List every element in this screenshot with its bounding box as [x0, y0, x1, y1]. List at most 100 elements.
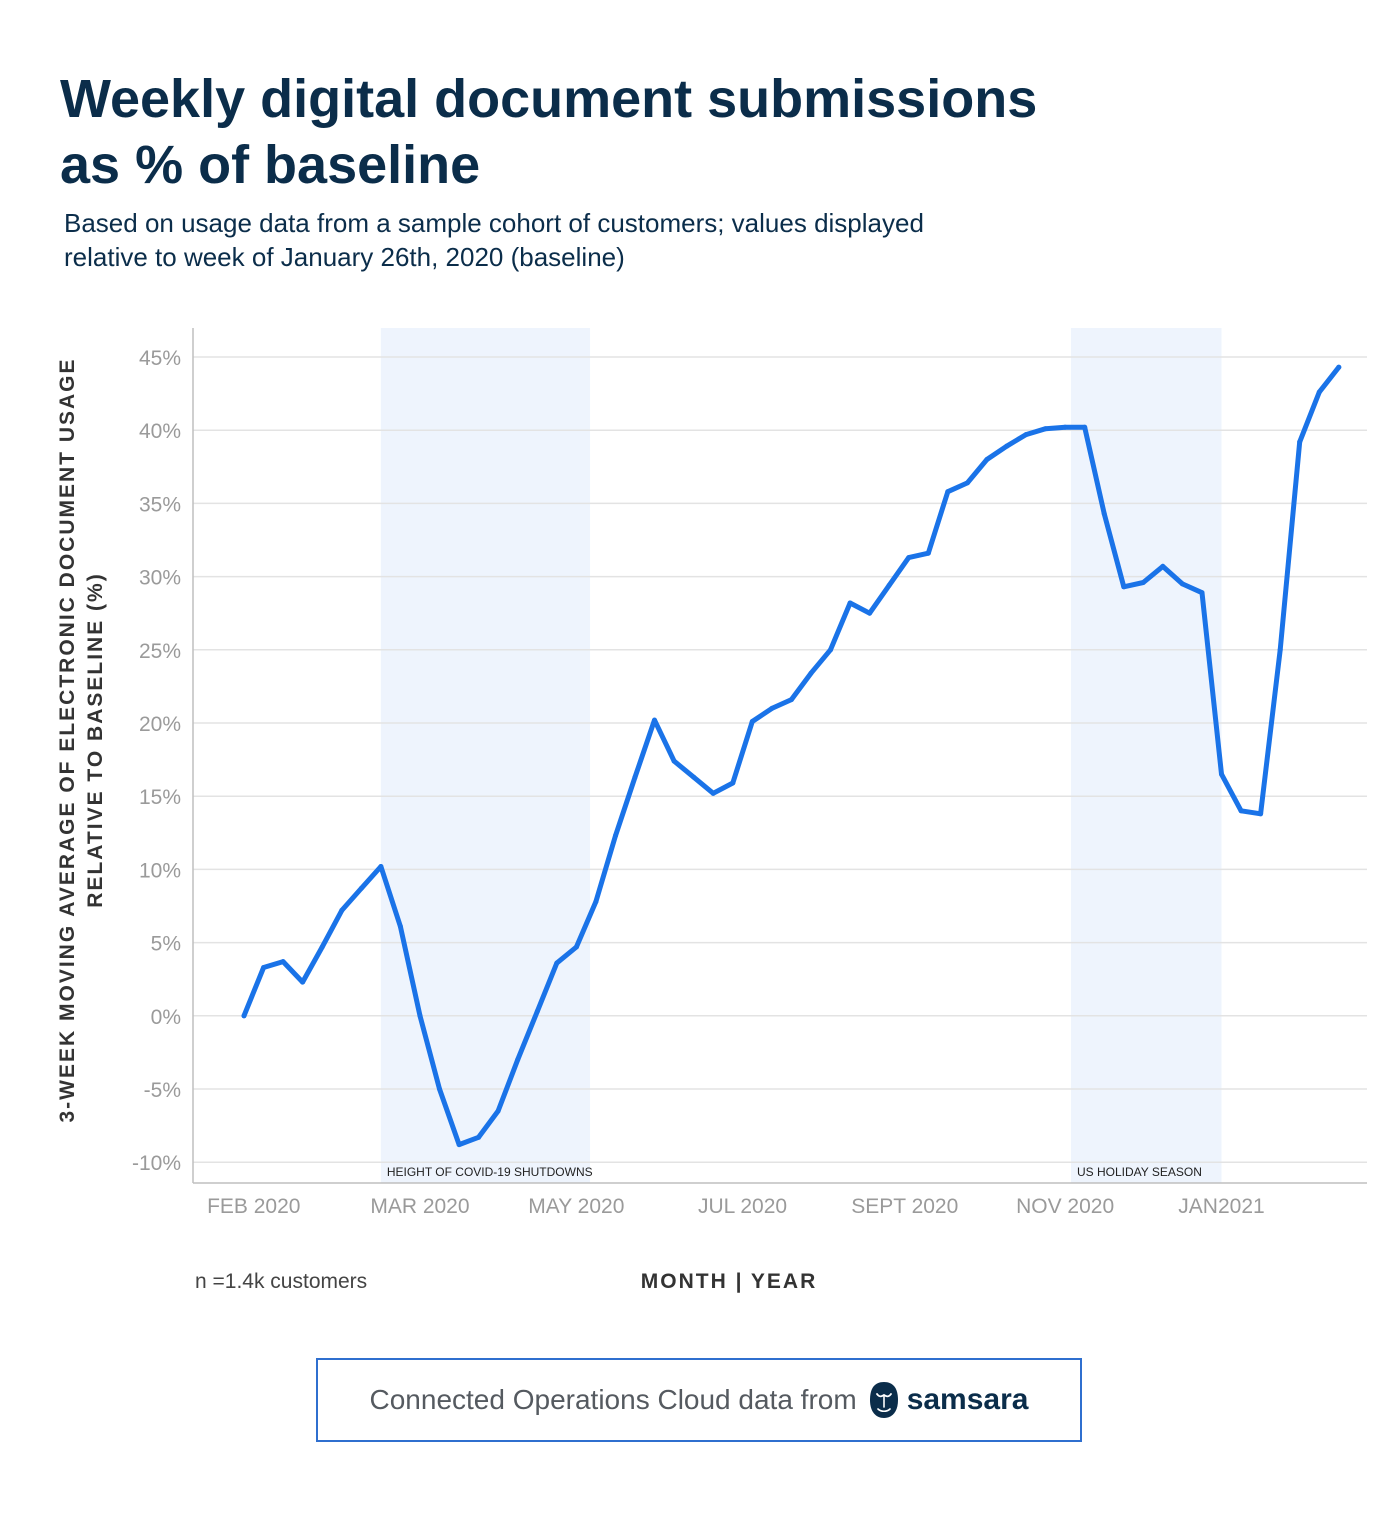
band-labels: HEIGHT OF COVID-19 SHUTDOWNS US HOLIDAY S… [387, 1165, 1202, 1179]
x-tick-label: MAR 2020 [370, 1195, 469, 1218]
data-point [1258, 811, 1264, 817]
x-axis-title: MONTH | YEAR [641, 1270, 818, 1293]
x-tick-label: JUL 2020 [698, 1195, 787, 1218]
title-line-2: as % of baseline [60, 135, 481, 195]
data-point [710, 790, 716, 796]
y-tick-label: -10% [132, 1152, 181, 1175]
data-point [1140, 580, 1146, 585]
data-point [1101, 511, 1107, 517]
data-point [808, 670, 814, 676]
shaded-bands [380, 328, 1222, 1183]
y-tick-label: 20% [139, 713, 181, 736]
subtitle-line-1: Based on usage data from a sample cohort… [64, 208, 924, 238]
data-point [378, 864, 384, 869]
x-tick-label: FEB 2020 [207, 1195, 300, 1218]
gridlines [193, 356, 1367, 1163]
data-point [1043, 426, 1049, 432]
data-point [984, 457, 990, 462]
data-point [1336, 364, 1342, 370]
x-tick-label: SEPT 2020 [851, 1195, 958, 1218]
data-point [554, 960, 560, 966]
y-tick-label: 10% [139, 859, 181, 882]
footer-banner: Connected Operations Cloud data from sam… [316, 1358, 1082, 1442]
data-point [1121, 584, 1127, 590]
data-point [280, 959, 286, 965]
data-point [1277, 647, 1283, 653]
data-point [1062, 424, 1068, 430]
page-title: Weekly digital document submissions as %… [60, 66, 1037, 198]
data-point [397, 924, 403, 929]
data-point [495, 1108, 501, 1114]
data-point [886, 582, 892, 588]
y-axis-title-line-1: 3-WEEK MOVING AVERAGE OF ELECTRONIC DOCU… [56, 357, 79, 1122]
band-label: HEIGHT OF COVID-19 SHUTDOWNS [387, 1165, 593, 1179]
x-tick-label: JAN2021 [1178, 1195, 1264, 1218]
data-point [730, 780, 736, 786]
subtitle-line-2: relative to week of January 26th, 2020 (… [64, 242, 625, 272]
data-point [613, 833, 618, 839]
brand: samsara [869, 1381, 1029, 1419]
data-point [867, 610, 873, 616]
data-point [632, 774, 638, 780]
data-point [906, 555, 912, 561]
x-tick-labels: FEB 2020 MAR 2020 MAY 2020 JUL 2020 SEPT 202… [207, 1195, 1265, 1218]
data-point [945, 489, 951, 495]
samsara-logo-icon [869, 1382, 898, 1418]
data-point [437, 1086, 442, 1092]
data-point [1179, 581, 1185, 587]
data-point [1023, 432, 1029, 438]
data-point [769, 705, 775, 711]
data-point [319, 944, 325, 950]
y-tick-label: 0% [151, 1006, 181, 1029]
shaded-band [380, 328, 591, 1183]
data-point [964, 480, 970, 486]
data-point [417, 1013, 423, 1019]
title-line-1: Weekly digital document submissions [60, 69, 1038, 129]
data-point [828, 647, 833, 653]
data-point [534, 1008, 540, 1014]
data-point [1219, 771, 1224, 777]
data-point [593, 899, 599, 905]
y-tick-label: 30% [139, 567, 181, 590]
data-point [339, 907, 345, 913]
y-tick-label: 5% [151, 933, 181, 956]
data-point [1199, 590, 1205, 596]
data-point [1004, 443, 1009, 449]
data-point [358, 885, 364, 891]
data-point [652, 717, 657, 723]
data-point [476, 1134, 482, 1140]
y-tick-label: 25% [139, 640, 181, 663]
sample-size-note: n =1.4k customers [195, 1270, 367, 1293]
subtitle: Based on usage data from a sample cohort… [64, 206, 1064, 274]
data-point [1238, 808, 1244, 814]
data-point [456, 1142, 462, 1148]
axes [192, 328, 1367, 1184]
y-tick-label: 45% [139, 347, 181, 370]
line-chart: 45% 40% 35% 30% 25% 20% 15% 10% 5% 0% -5% -10% FEB … [56, 328, 1367, 1293]
data-point [241, 1013, 247, 1019]
data-point [1297, 439, 1303, 445]
data-point [261, 965, 267, 970]
y-tick-label: 15% [139, 786, 181, 809]
brand-name: samsara [906, 1383, 1029, 1416]
series-points [241, 364, 1342, 1148]
x-tick-label: MAY 2020 [528, 1195, 624, 1218]
data-point [925, 550, 931, 556]
data-point [788, 697, 794, 703]
y-axis-title-line-2: RELATIVE TO BASELINE (%) [84, 572, 107, 907]
data-point [1082, 424, 1088, 430]
data-point [1316, 389, 1322, 395]
data-point [1160, 563, 1166, 569]
data-point [749, 719, 755, 724]
data-point [300, 979, 306, 985]
data-point [671, 758, 677, 764]
y-tick-label: -5% [144, 1079, 181, 1102]
x-tick-label: NOV 2020 [1016, 1195, 1114, 1218]
y-tick-labels: 45% 40% 35% 30% 25% 20% 15% 10% 5% 0% -5% -10% [132, 347, 181, 1175]
data-point [515, 1057, 521, 1063]
y-tick-label: 35% [139, 493, 181, 516]
data-point [847, 600, 853, 606]
data-point [691, 774, 697, 780]
y-tick-label: 40% [139, 420, 181, 443]
band-label: US HOLIDAY SEASON [1077, 1165, 1202, 1179]
